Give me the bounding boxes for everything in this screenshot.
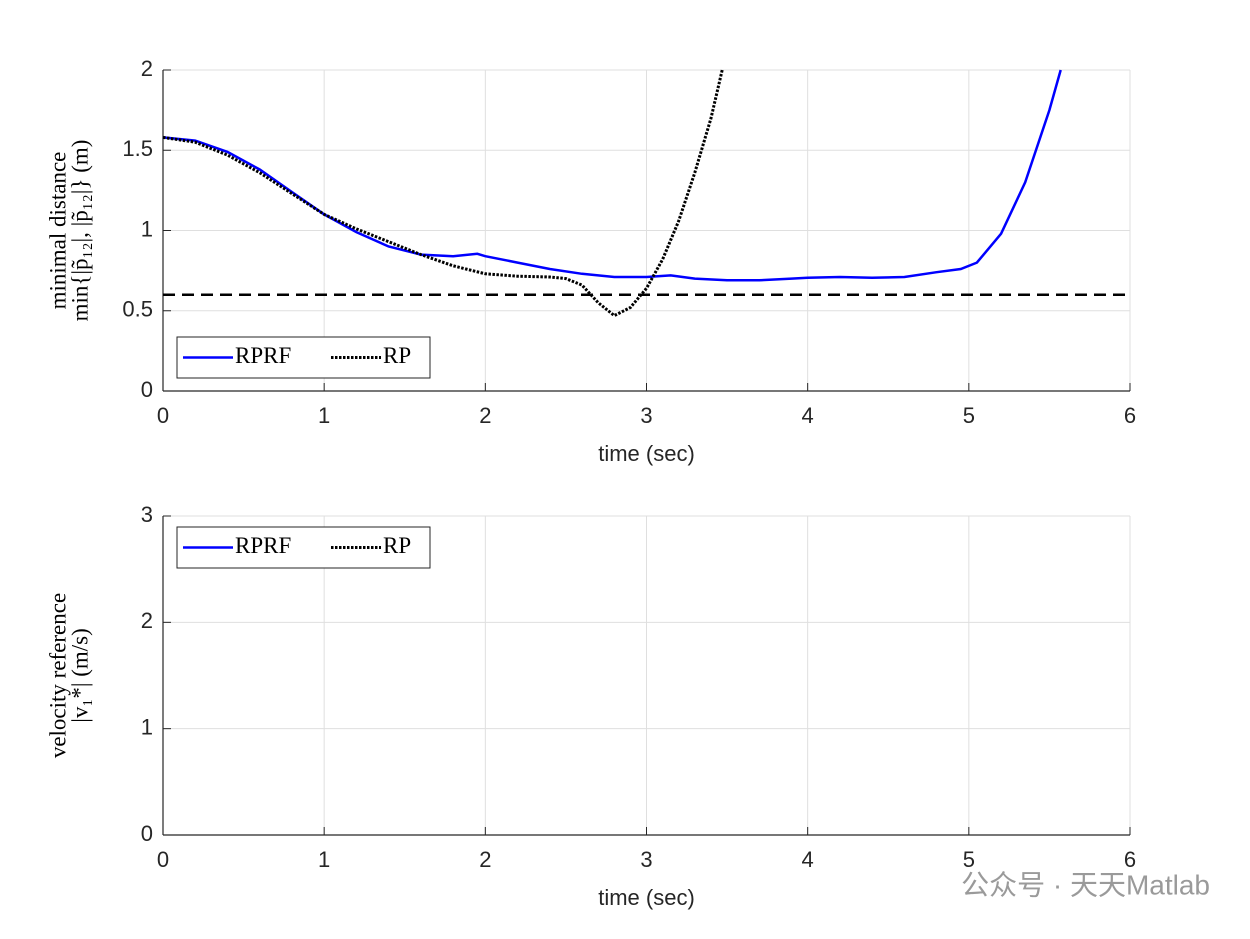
x-tick-label: 2	[479, 403, 491, 428]
x-tick-label: 5	[963, 847, 975, 872]
y-tick-label: 3	[141, 502, 153, 527]
x-tick-label: 0	[157, 847, 169, 872]
y-tick-label: 0.5	[122, 297, 153, 322]
y-tick-label: 2	[141, 56, 153, 81]
watermark: 公众号 · 天天Matlab	[961, 869, 1210, 900]
x-tick-label: 1	[318, 847, 330, 872]
x-tick-label: 6	[1124, 847, 1136, 872]
legend-label: RPRF	[235, 533, 291, 558]
y-tick-label: 1	[141, 714, 153, 739]
x-tick-label: 2	[479, 847, 491, 872]
y-axis-label: minimal distance	[45, 152, 70, 310]
x-tick-label: 5	[963, 403, 975, 428]
x-tick-label: 0	[157, 403, 169, 428]
x-tick-label: 1	[318, 403, 330, 428]
x-tick-label: 3	[640, 403, 652, 428]
x-axis-label: time (sec)	[598, 885, 695, 910]
y-tick-label: 0	[141, 377, 153, 402]
y-axis-label: min{|p̃₁₂|, |p̃₁₂|} (m)	[67, 140, 92, 322]
y-axis-label: velocity reference	[45, 593, 70, 758]
y-tick-label: 2	[141, 608, 153, 633]
x-tick-label: 6	[1124, 403, 1136, 428]
y-axis-label: |v₁*| (m/s)	[67, 628, 92, 723]
y-tick-label: 0	[141, 821, 153, 846]
x-axis-label: time (sec)	[598, 441, 695, 466]
x-tick-label: 4	[802, 403, 814, 428]
y-tick-label: 1	[141, 216, 153, 241]
series-line	[162, 69, 724, 318]
legend-label: RP	[383, 533, 411, 558]
axes: 0 1 2 3 4 5 6 0 0.5 1 1.5 2 time (sec) minimal distan…	[45, 56, 1136, 466]
legend-label: RP	[383, 343, 411, 368]
legend-label: RPRF	[235, 343, 291, 368]
x-tick-label: 4	[802, 847, 814, 872]
axes: 0 1 2 3 4 5 6 0 1 2 3 time (sec) velocity reference|…	[45, 502, 1136, 910]
y-tick-label: 1.5	[122, 136, 153, 161]
x-tick-label: 3	[640, 847, 652, 872]
series-line	[162, 69, 1062, 282]
